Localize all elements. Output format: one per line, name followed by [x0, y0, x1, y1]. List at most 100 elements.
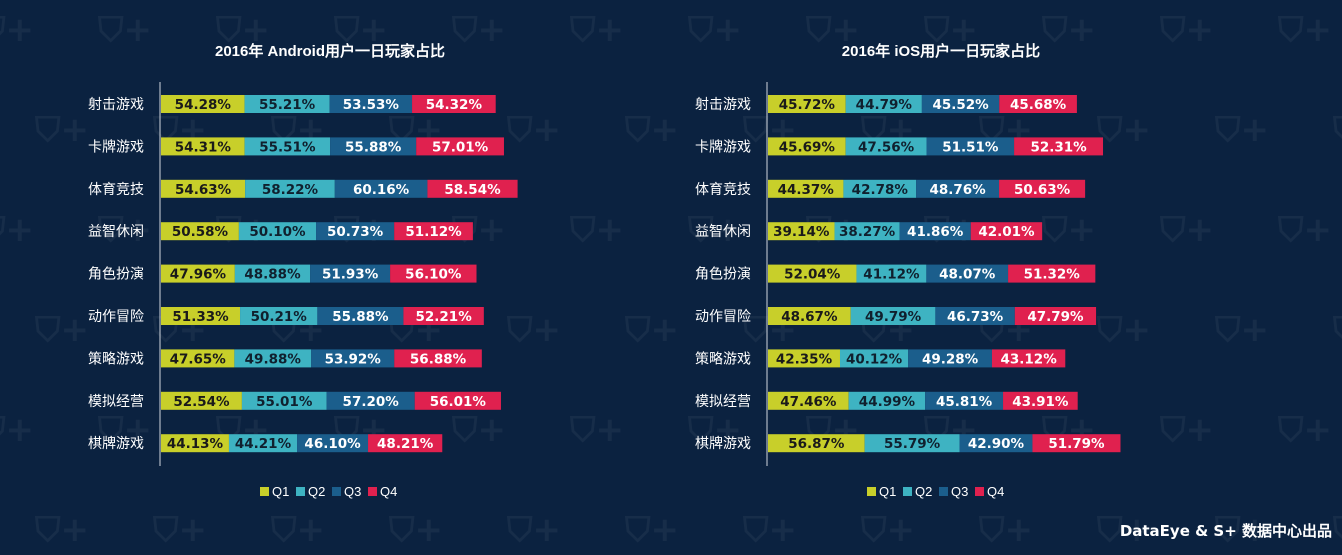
bar-segment-q2 — [245, 179, 335, 198]
data-label: 51.33% — [172, 309, 229, 325]
category-label: 模拟经营 — [88, 394, 144, 410]
bar-segment-q2 — [850, 307, 936, 325]
bar-segment-q1 — [768, 222, 835, 241]
bar-segment-q1 — [768, 349, 840, 368]
bar-segment-q2 — [856, 264, 927, 283]
bar-segment-q3 — [334, 179, 428, 198]
legend-label-q4: Q4 — [380, 484, 397, 499]
data-label: 50.58% — [172, 224, 229, 240]
legend-swatch-q1 — [867, 487, 876, 496]
category-label: 角色扮演 — [88, 266, 144, 283]
bar-segment-q3 — [916, 179, 1000, 198]
data-label: 58.22% — [262, 182, 319, 198]
data-label: 43.12% — [1001, 351, 1058, 367]
data-label: 46.10% — [304, 436, 361, 452]
data-label: 45.69% — [779, 139, 836, 155]
bar-segment-q2 — [845, 137, 927, 156]
data-label: 49.28% — [922, 351, 979, 367]
data-label: 51.93% — [322, 267, 379, 283]
bar-segment-q2 — [238, 222, 317, 241]
data-label: 48.07% — [939, 267, 996, 283]
legend-swatch-q3 — [332, 487, 341, 496]
bar-segment-q2 — [845, 95, 922, 113]
data-label: 52.21% — [416, 309, 473, 325]
bar-segment-q2 — [839, 349, 909, 368]
legend-swatch-q1 — [260, 487, 269, 496]
bar-segment-q1 — [768, 307, 851, 325]
data-label: 51.32% — [1024, 267, 1081, 283]
watermark-logo-icon: ⛉+ — [0, 410, 34, 450]
bar-segment-q1 — [768, 95, 846, 113]
data-label: 44.37% — [778, 182, 835, 198]
android-chart-panel: 2016年 Android用户一日玩家占比 射击游戏 54.28% 55.21% 53… — [0, 0, 671, 520]
data-label: 52.31% — [1030, 139, 1087, 155]
bar-segment-q3 — [297, 434, 369, 453]
data-label: 56.87% — [788, 436, 845, 452]
data-label: 54.32% — [426, 97, 483, 113]
legend-swatch-q4 — [975, 487, 984, 496]
category-label: 卡牌游戏 — [695, 138, 751, 155]
watermark-logo-icon: ⛉+ — [1333, 310, 1342, 350]
data-label: 45.68% — [1010, 97, 1067, 113]
watermark-logo-icon: ⛉+ — [625, 110, 679, 150]
data-label: 39.14% — [773, 224, 830, 240]
legend-label-q1: Q1 — [272, 484, 289, 499]
data-label: 49.79% — [865, 309, 922, 325]
data-label: 51.12% — [405, 224, 462, 240]
bar-segment-q2 — [234, 264, 311, 283]
data-label: 55.88% — [345, 139, 402, 155]
bar-segment-q2 — [228, 434, 298, 453]
bar-segment-q4 — [368, 434, 443, 453]
bar-segment-q4 — [390, 264, 477, 283]
watermark-logo-icon: ⛉+ — [1278, 10, 1332, 50]
data-label: 47.79% — [1027, 309, 1084, 325]
data-label: 56.10% — [405, 267, 462, 283]
data-label: 54.28% — [175, 97, 232, 113]
data-label: 56.01% — [430, 394, 487, 410]
bar-segment-q3 — [921, 95, 1000, 113]
watermark-logo-icon: ⛉+ — [216, 10, 270, 50]
bar-segment-q2 — [834, 222, 900, 241]
watermark-logo-icon: ⛉+ — [507, 510, 561, 550]
watermark-logo-icon: ⛉+ — [1333, 510, 1342, 550]
bar-segment-q1 — [161, 222, 239, 241]
data-label: 42.35% — [776, 351, 833, 367]
bar-segment-q3 — [310, 264, 391, 283]
bar-segment-q4 — [1032, 434, 1121, 453]
bar-segment-q3 — [926, 137, 1015, 156]
data-label: 49.88% — [245, 351, 302, 367]
category-label: 卡牌游戏 — [88, 138, 144, 155]
bar-segment-q3 — [959, 434, 1033, 453]
watermark-logo-icon: ⛉+ — [688, 410, 742, 450]
bar-segment-q2 — [843, 179, 917, 198]
bar-segment-q2 — [234, 349, 312, 368]
data-label: 44.99% — [859, 394, 916, 410]
data-label: 44.21% — [235, 436, 292, 452]
data-label: 51.79% — [1048, 436, 1105, 452]
data-label: 38.27% — [839, 224, 896, 240]
watermark-logo-icon: ⛉+ — [98, 210, 152, 250]
watermark-logo-icon: ⛉+ — [271, 510, 325, 550]
legend-label-q3: Q3 — [344, 484, 361, 499]
data-label: 47.56% — [858, 139, 915, 155]
data-label: 40.12% — [846, 351, 903, 367]
category-label: 益智休闲 — [695, 224, 751, 240]
data-label: 48.88% — [244, 267, 301, 283]
watermark-logo-icon: ⛉+ — [98, 10, 152, 50]
watermark-logo-icon: ⛉+ — [924, 10, 978, 50]
watermark-logo-icon: ⛉+ — [35, 110, 89, 150]
bar-segment-q3 — [925, 391, 1004, 410]
bar-segment-q1 — [161, 307, 241, 325]
data-label: 48.67% — [781, 309, 838, 325]
bar-segment-q4 — [999, 179, 1086, 198]
bar-segment-q4 — [1014, 307, 1097, 325]
data-label: 58.54% — [444, 182, 501, 198]
data-label: 55.79% — [884, 436, 941, 452]
watermark-logo-icon: ⛉+ — [452, 10, 506, 50]
bar-segment-q4 — [414, 391, 501, 410]
category-label: 棋牌游戏 — [88, 435, 144, 452]
category-label: 动作冒险 — [88, 309, 144, 325]
data-label: 52.04% — [784, 267, 841, 283]
data-label: 42.90% — [968, 436, 1025, 452]
watermark-logo-icon: ⛉+ — [1333, 110, 1342, 150]
